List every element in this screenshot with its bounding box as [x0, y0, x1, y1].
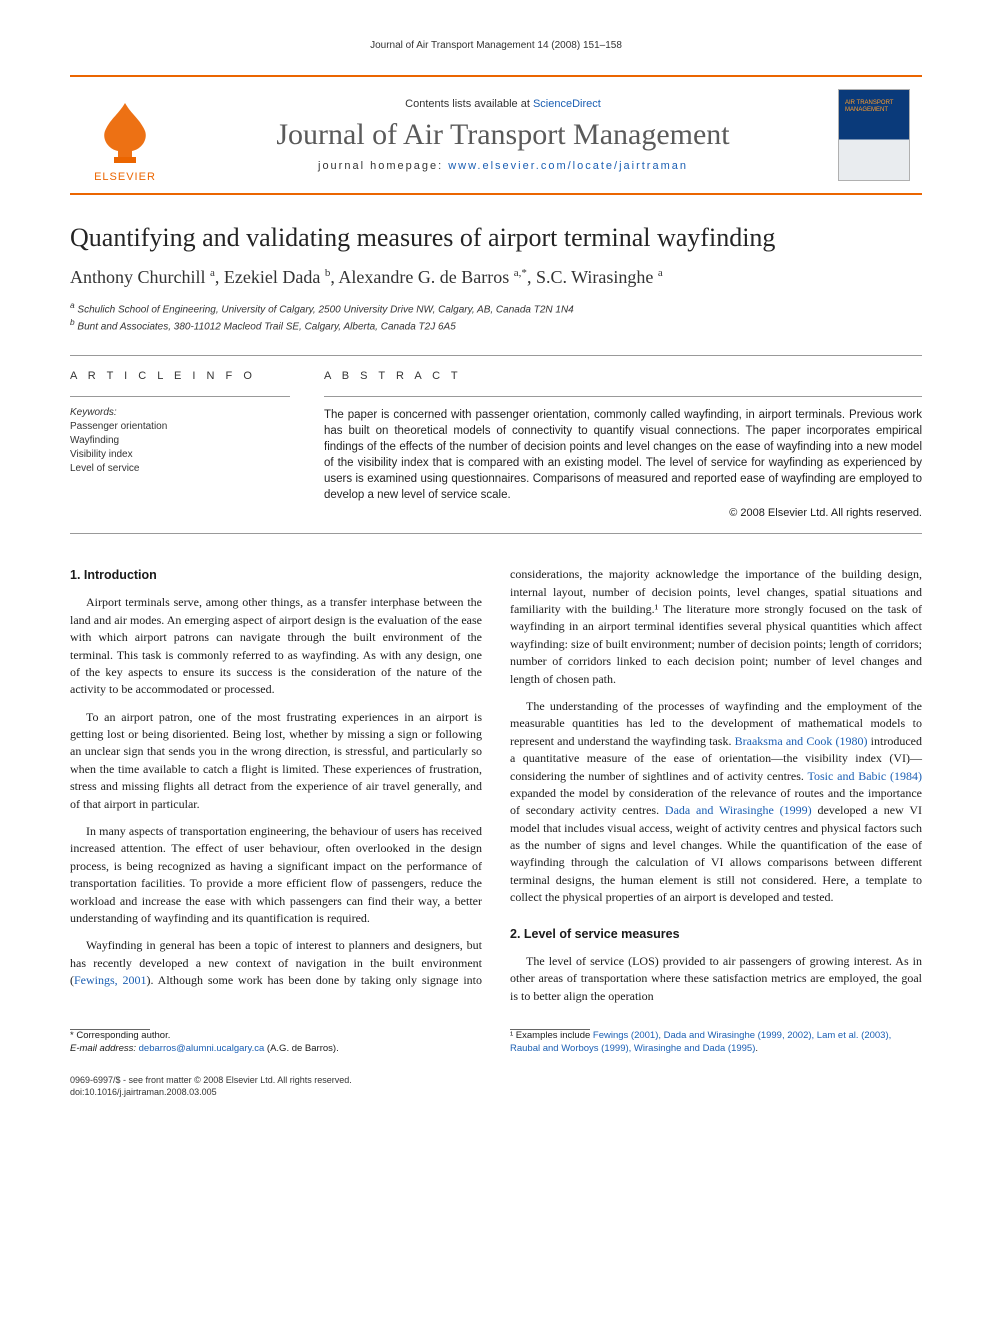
- corresponding-email-line: E-mail address: debarros@alumni.ucalgary…: [70, 1043, 482, 1056]
- s2-para-1: The level of service (LOS) provided to a…: [510, 953, 922, 1005]
- journal-homepage-line: journal homepage: www.elsevier.com/locat…: [184, 160, 822, 172]
- doi-line: doi:10.1016/j.jairtraman.2008.03.005: [70, 1086, 922, 1098]
- article-body: 1. Introduction Airport terminals serve,…: [70, 566, 922, 1005]
- homepage-prefix: journal homepage:: [318, 160, 448, 172]
- front-matter-footer: 0969-6997/$ - see front matter © 2008 El…: [70, 1074, 922, 1098]
- cite-fewings-2001: Fewings, 2001: [74, 973, 147, 987]
- abstract-label: A B S T R A C T: [324, 370, 922, 382]
- affiliation-b: b Bunt and Associates, 380-11012 Macleod…: [70, 317, 922, 334]
- s1-para-1: Airport terminals serve, among other thi…: [70, 594, 482, 698]
- footnote-1: ¹ Examples include Fewings (2001), Dada …: [510, 1030, 922, 1056]
- journal-cover-thumbnail: AIR TRANSPORT MANAGEMENT: [838, 89, 910, 181]
- abstract-divider: [324, 396, 922, 397]
- s1-para-3: In many aspects of transportation engine…: [70, 823, 482, 927]
- abstract-text: The paper is concerned with passenger or…: [324, 407, 922, 504]
- footnote-left: * Corresponding author. E-mail address: …: [70, 1009, 482, 1056]
- contents-prefix: Contents lists available at: [405, 98, 533, 110]
- footnotes-row: * Corresponding author. E-mail address: …: [70, 1009, 922, 1056]
- abstract-box: A B S T R A C T The paper is concerned w…: [324, 370, 922, 520]
- elsevier-tree-icon: [90, 97, 160, 167]
- section-2-heading: 2. Level of service measures: [510, 925, 922, 943]
- footnote-right: ¹ Examples include Fewings (2001), Dada …: [510, 1009, 922, 1056]
- authors-line: Anthony Churchill a, Ezekiel Dada b, Ale…: [70, 267, 922, 288]
- article-meta-row: A R T I C L E I N F O Keywords: Passenge…: [70, 356, 922, 534]
- info-divider: [70, 396, 290, 397]
- journal-header-box: ELSEVIER Contents lists available at Sci…: [70, 75, 922, 195]
- cite-tosic-babic-1984: Tosic and Babic (1984): [808, 769, 923, 783]
- journal-name: Journal of Air Transport Management: [184, 118, 822, 152]
- keywords-list: Passenger orientationWayfindingVisibilit…: [70, 420, 290, 476]
- article-info-label: A R T I C L E I N F O: [70, 370, 290, 382]
- journal-header-center: Contents lists available at ScienceDirec…: [180, 77, 826, 193]
- s1-para-5: The understanding of the processes of wa…: [510, 698, 922, 907]
- corresponding-author: * Corresponding author.: [70, 1030, 482, 1043]
- contents-available-line: Contents lists available at ScienceDirec…: [184, 98, 822, 110]
- affiliations: a Schulich School of Engineering, Univer…: [70, 300, 922, 335]
- running-header: Journal of Air Transport Management 14 (…: [70, 40, 922, 51]
- journal-cover-cell: AIR TRANSPORT MANAGEMENT: [826, 77, 922, 193]
- s1-para-2: To an airport patron, one of the most fr…: [70, 709, 482, 813]
- article-info-box: A R T I C L E I N F O Keywords: Passenge…: [70, 370, 290, 520]
- article-title: Quantifying and validating measures of a…: [70, 223, 922, 253]
- sciencedirect-link[interactable]: ScienceDirect: [533, 98, 601, 110]
- publisher-logo-cell: ELSEVIER: [70, 77, 180, 193]
- cite-braaksma-cook-1980: Braaksma and Cook (1980): [735, 734, 868, 748]
- cite-dada-wirasinghe-1999: Dada and Wirasinghe (1999): [665, 803, 812, 817]
- divider-bottom: [70, 533, 922, 534]
- cover-title: AIR TRANSPORT MANAGEMENT: [845, 100, 903, 113]
- affiliation-a: a Schulich School of Engineering, Univer…: [70, 300, 922, 317]
- journal-homepage-link[interactable]: www.elsevier.com/locate/jairtraman: [448, 160, 688, 172]
- keywords-heading: Keywords:: [70, 407, 290, 418]
- publisher-name: ELSEVIER: [94, 171, 156, 183]
- elsevier-logo: ELSEVIER: [80, 87, 170, 183]
- corresponding-email-link[interactable]: debarros@alumni.ucalgary.ca: [139, 1043, 265, 1054]
- abstract-copyright: © 2008 Elsevier Ltd. All rights reserved…: [324, 507, 922, 519]
- section-1-heading: 1. Introduction: [70, 566, 482, 584]
- issn-line: 0969-6997/$ - see front matter © 2008 El…: [70, 1074, 922, 1086]
